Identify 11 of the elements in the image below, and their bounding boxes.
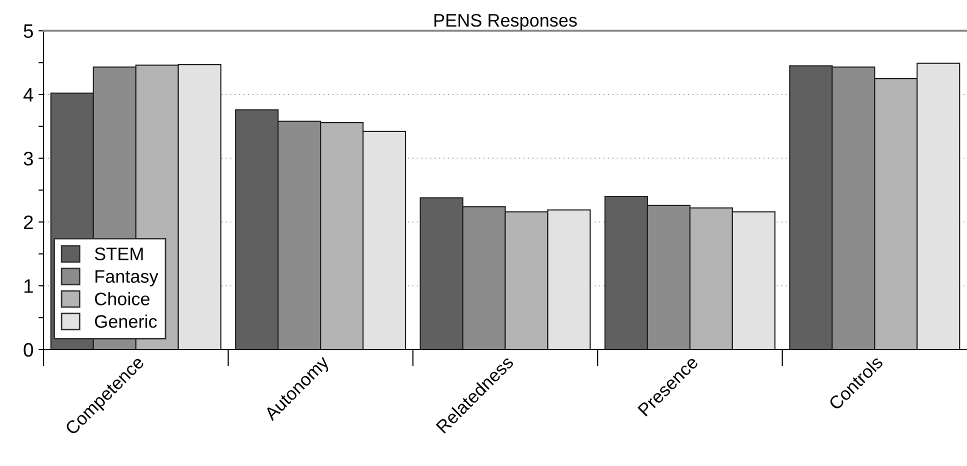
legend-label: Generic xyxy=(94,314,157,328)
legend-label: Choice xyxy=(94,292,150,306)
y-tick-label: 4 xyxy=(23,88,34,102)
y-tick-label: 1 xyxy=(24,279,33,293)
legend-label: STEM xyxy=(94,248,143,260)
y-tick-label: 5 xyxy=(24,24,33,38)
legend-label: Fantasy xyxy=(96,270,158,286)
chart-title: PENS Responses xyxy=(434,14,577,30)
y-tick-label: 3 xyxy=(24,152,33,166)
y-tick-label: 2 xyxy=(24,215,33,230)
y-tick-label: 0 xyxy=(24,342,34,357)
